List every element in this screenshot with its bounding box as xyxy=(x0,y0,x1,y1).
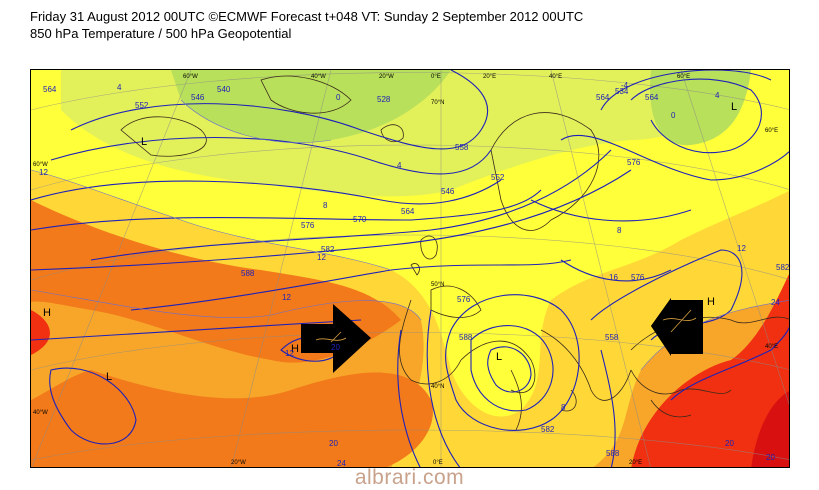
contour-label: 546 xyxy=(441,187,455,196)
temp-label: 12 xyxy=(282,293,291,302)
contour-label: 588 xyxy=(459,333,473,342)
temperature-contours xyxy=(31,99,789,371)
lon-label: 20°E xyxy=(629,460,642,466)
contour-label: 576 xyxy=(457,295,471,304)
pressure-centre: L xyxy=(496,351,502,363)
watermark: albrari.com xyxy=(354,466,465,489)
temp-label: 20 xyxy=(331,343,340,352)
temperature-labels: 12 12 8 4 0 8 12 20 24 20 12 4 16 12 8 2… xyxy=(39,81,780,468)
pressure-centre: H xyxy=(707,296,715,308)
lon-label: 40°E xyxy=(549,74,562,80)
geopotential-contours xyxy=(31,70,789,467)
lat-label: 40°N xyxy=(431,384,444,390)
contour-label: 588 xyxy=(241,269,255,278)
temp-label: 4 xyxy=(117,83,122,92)
contour-label: 582 xyxy=(776,263,790,272)
contour-label: 582 xyxy=(541,425,555,434)
temp-label: 16 xyxy=(609,273,618,282)
contour-label: 576 xyxy=(631,273,645,282)
contour-label: 552 xyxy=(135,101,149,110)
map-title: Friday 31 August 2012 00UTC ©ECMWF Forec… xyxy=(30,9,584,24)
temp-band-very-hot xyxy=(751,391,789,467)
contour-label: 552 xyxy=(491,173,505,182)
lat-label: 40°W xyxy=(33,410,48,416)
temp-label: 20 xyxy=(766,453,775,462)
lon-label: 60°E xyxy=(677,74,690,80)
lon-label: 0°E xyxy=(431,74,441,80)
lat-label: 70°N xyxy=(431,100,444,106)
contour-label: 570 xyxy=(353,215,367,224)
geopotential-labels: 564 540 552 528 546 534 576 570 582 588 … xyxy=(43,85,790,458)
pressure-centre: H xyxy=(291,343,299,355)
arrow-east-icon xyxy=(301,304,371,373)
contour-label: 582 xyxy=(321,245,335,254)
lat-label: 60°E xyxy=(765,128,778,134)
temp-label: 20 xyxy=(725,439,734,448)
contour-label: 564 xyxy=(596,93,610,102)
temp-band-very-cold xyxy=(171,70,451,143)
pressure-centre: L xyxy=(106,371,112,383)
temp-band-hot-west xyxy=(31,310,50,355)
lon-label: 20°W xyxy=(231,460,246,466)
weather-map-svg: L L L H H H L 564 540 552 528 546 534 57… xyxy=(31,70,790,468)
lat-label: 60°W xyxy=(33,162,48,168)
lon-label: 20°E xyxy=(483,74,496,80)
lat-label: 50°N xyxy=(431,282,444,288)
contour-label: 564 xyxy=(401,207,415,216)
temp-label: 0 xyxy=(336,93,341,102)
contour-label: 558 xyxy=(455,143,469,152)
temp-label: 12 xyxy=(285,349,294,358)
temp-label: 12 xyxy=(39,168,48,177)
direction-arrows xyxy=(301,298,703,373)
contour-label: 528 xyxy=(377,95,391,104)
weather-map: L L L H H H L 564 540 552 528 546 534 57… xyxy=(30,69,790,468)
map-subtitle: 850 hPa Temperature / 500 hPa Geopotenti… xyxy=(30,26,292,41)
contour-label: 588 xyxy=(606,449,620,458)
temp-label: 12 xyxy=(317,253,326,262)
contour-label: 558 xyxy=(605,333,619,342)
lon-label: 20°W xyxy=(379,74,394,80)
coastlines xyxy=(120,75,789,431)
temp-label: 24 xyxy=(771,298,780,307)
temp-label: 4 xyxy=(397,161,402,170)
lon-label: 60°W xyxy=(183,74,198,80)
temp-band-hot xyxy=(631,274,789,467)
temp-label: 8 xyxy=(617,226,622,235)
temp-label: -4 xyxy=(621,81,629,90)
pressure-centre: L xyxy=(731,101,737,113)
pressure-centre: L xyxy=(141,136,147,148)
pressure-centres: L L L H H H L xyxy=(43,101,737,383)
contour-label: 546 xyxy=(191,93,205,102)
temp-band-warmer xyxy=(31,200,401,363)
latitude-labels: 60°W 40°W 60°E 40°E 70°N 50°N 40°N xyxy=(33,100,778,416)
contour-label: 576 xyxy=(301,221,315,230)
temp-label: 20 xyxy=(329,439,338,448)
contour-label: 540 xyxy=(217,85,231,94)
temp-label: 12 xyxy=(737,244,746,253)
contour-label: 534 xyxy=(615,87,629,96)
contour-label: 576 xyxy=(627,158,641,167)
lon-label: 40°W xyxy=(311,74,326,80)
lat-label: 40°E xyxy=(765,344,778,350)
pressure-centre: H xyxy=(43,307,51,319)
temp-label: 8 xyxy=(561,403,566,412)
temp-label: 4 xyxy=(715,91,720,100)
contour-label: 564 xyxy=(645,93,659,102)
temp-label: 24 xyxy=(337,459,346,468)
temp-label: 8 xyxy=(323,201,328,210)
longitude-labels: 60°W 40°W 20°W 0°E 20°E 40°E 60°E 20°W 0… xyxy=(183,74,690,466)
temp-band-warmer-south xyxy=(31,370,433,467)
lon-label: 0°E xyxy=(433,460,443,466)
temp-label: 0 xyxy=(671,111,676,120)
contour-label: 564 xyxy=(43,85,57,94)
